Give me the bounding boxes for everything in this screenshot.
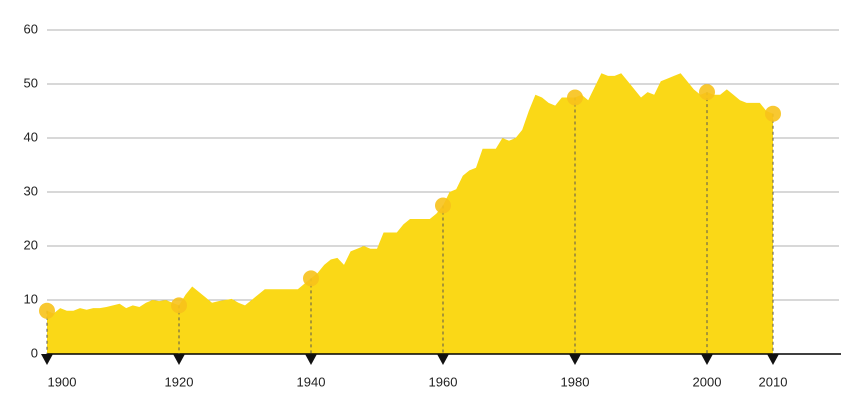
y-tick-label: 40 xyxy=(24,129,38,144)
x-tick-mark xyxy=(41,354,53,365)
x-tick-label: 1900 xyxy=(48,374,77,389)
highlight-marker xyxy=(171,297,187,314)
highlight-marker xyxy=(435,197,451,214)
y-tick-label: 50 xyxy=(24,75,38,90)
y-tick-label: 30 xyxy=(24,183,38,198)
highlight-marker xyxy=(39,302,55,319)
x-tick-label: 1940 xyxy=(297,374,326,389)
y-tick-label: 20 xyxy=(24,237,38,252)
y-tick-label: 0 xyxy=(31,345,38,360)
y-tick-label: 10 xyxy=(24,291,38,306)
highlight-marker xyxy=(765,105,781,122)
area xyxy=(47,73,773,354)
x-tick-mark xyxy=(173,354,185,365)
x-tick-label: 2000 xyxy=(693,374,722,389)
highlight-marker xyxy=(567,89,583,106)
x-tick-mark xyxy=(767,354,779,365)
highlight-marker xyxy=(303,270,319,287)
x-tick-label: 1980 xyxy=(561,374,590,389)
x-tick-mark xyxy=(437,354,449,365)
x-tick-label: 1920 xyxy=(165,374,194,389)
x-tick-label: 1960 xyxy=(429,374,458,389)
x-tick-mark xyxy=(701,354,713,365)
highlight-marker xyxy=(699,84,715,101)
x-tick-label: 2010 xyxy=(759,374,788,389)
x-tick-mark xyxy=(305,354,317,365)
x-tick-mark xyxy=(569,354,581,365)
y-tick-label: 60 xyxy=(24,21,38,36)
